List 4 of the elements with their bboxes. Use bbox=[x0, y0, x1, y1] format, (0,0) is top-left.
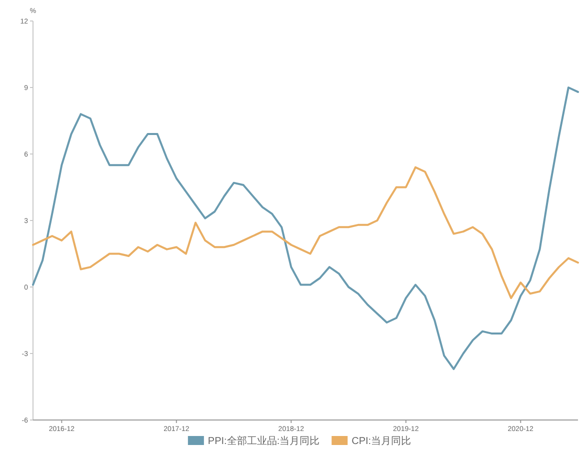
legend-label: CPI:当月同比 bbox=[352, 435, 412, 447]
line-series bbox=[32, 86, 579, 370]
legend-label: PPI:全部工业品:当月同比 bbox=[208, 435, 320, 447]
line-series bbox=[32, 166, 579, 300]
